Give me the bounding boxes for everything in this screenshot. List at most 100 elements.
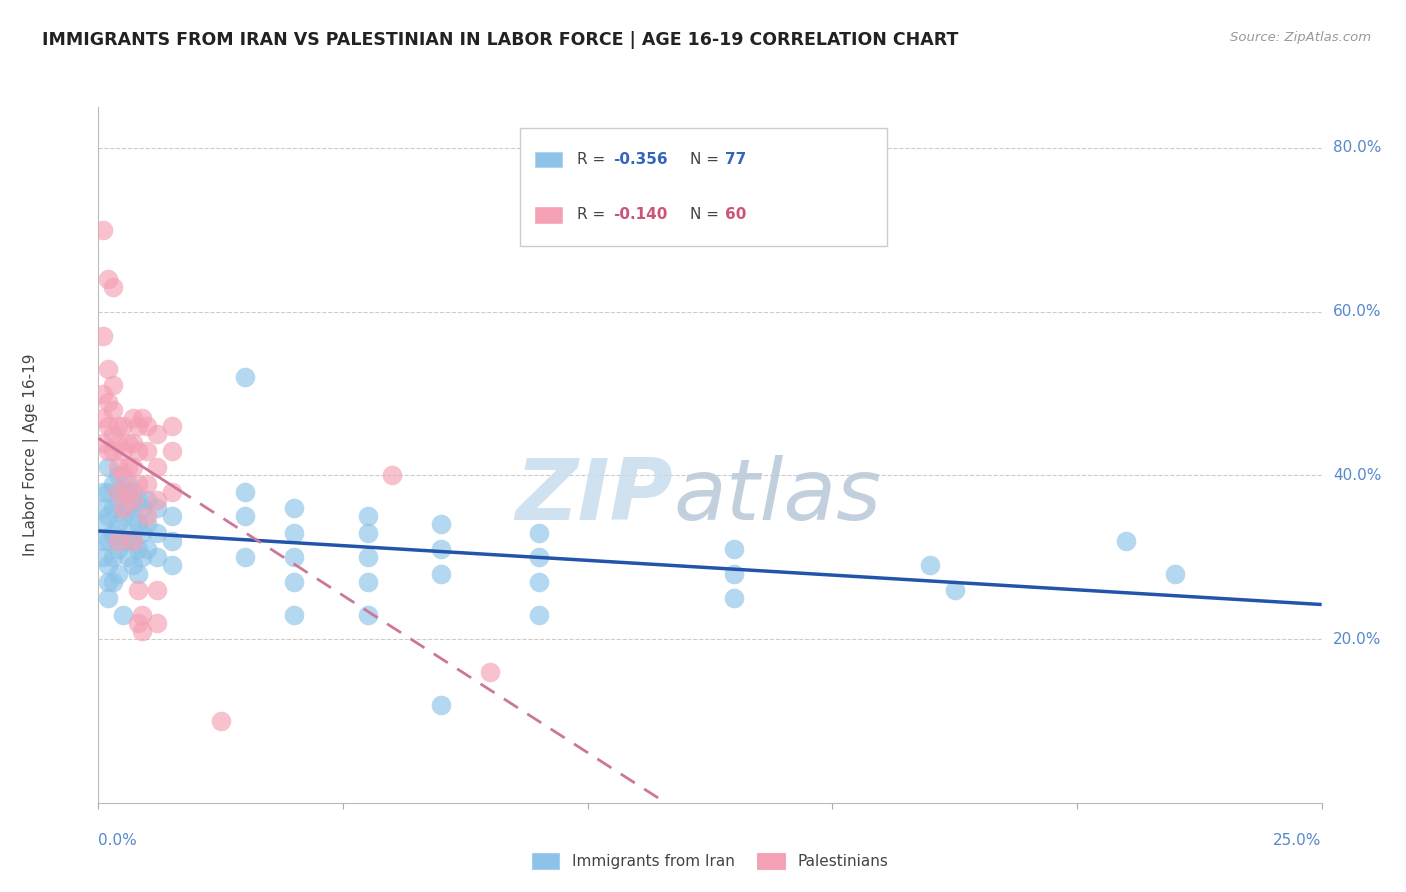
Point bbox=[430, 566, 453, 581]
Point bbox=[478, 665, 501, 679]
Point bbox=[91, 223, 114, 237]
Point bbox=[107, 517, 129, 532]
Point bbox=[127, 476, 149, 491]
Point bbox=[136, 492, 159, 507]
Point bbox=[121, 492, 143, 507]
Text: R =: R = bbox=[576, 207, 610, 222]
Point bbox=[121, 435, 143, 450]
Point bbox=[111, 501, 134, 516]
Point bbox=[527, 525, 550, 540]
FancyBboxPatch shape bbox=[520, 128, 887, 246]
Point bbox=[356, 550, 378, 565]
Point bbox=[91, 386, 114, 401]
Point bbox=[146, 492, 169, 507]
Point bbox=[91, 484, 114, 499]
Point bbox=[91, 533, 114, 548]
Point bbox=[356, 574, 378, 589]
Point bbox=[97, 394, 120, 409]
Text: 80.0%: 80.0% bbox=[1333, 140, 1381, 155]
Point bbox=[146, 525, 169, 540]
Text: 40.0%: 40.0% bbox=[1333, 468, 1381, 483]
Point bbox=[160, 419, 183, 434]
Point bbox=[107, 542, 129, 557]
Point bbox=[97, 362, 120, 376]
FancyBboxPatch shape bbox=[536, 207, 562, 222]
Point bbox=[111, 533, 134, 548]
Point bbox=[233, 370, 256, 384]
Point bbox=[117, 476, 139, 491]
Text: In Labor Force | Age 16-19: In Labor Force | Age 16-19 bbox=[22, 353, 39, 557]
Text: -0.356: -0.356 bbox=[613, 152, 668, 167]
Point bbox=[146, 501, 169, 516]
Point bbox=[160, 558, 183, 573]
Point bbox=[943, 582, 966, 597]
Point bbox=[146, 460, 169, 475]
Point bbox=[117, 501, 139, 516]
Point bbox=[101, 550, 124, 565]
Point bbox=[97, 460, 120, 475]
Legend: Immigrants from Iran, Palestinians: Immigrants from Iran, Palestinians bbox=[526, 847, 894, 875]
Point bbox=[91, 501, 114, 516]
Point bbox=[136, 443, 159, 458]
Point bbox=[111, 443, 134, 458]
Point bbox=[1115, 533, 1137, 548]
Point bbox=[121, 411, 143, 425]
Point bbox=[136, 509, 159, 524]
Text: 0.0%: 0.0% bbox=[98, 833, 138, 848]
Point bbox=[97, 533, 120, 548]
Point bbox=[117, 525, 139, 540]
Text: 25.0%: 25.0% bbox=[1274, 833, 1322, 848]
Point bbox=[131, 624, 153, 638]
Point bbox=[101, 501, 124, 516]
Text: N =: N = bbox=[690, 207, 724, 222]
Point bbox=[131, 550, 153, 565]
Point bbox=[91, 517, 114, 532]
Point bbox=[101, 403, 124, 417]
Text: 20.0%: 20.0% bbox=[1333, 632, 1381, 647]
Point bbox=[111, 468, 134, 483]
Point bbox=[127, 492, 149, 507]
Text: 60: 60 bbox=[724, 207, 747, 222]
Point bbox=[107, 484, 129, 499]
Point bbox=[97, 509, 120, 524]
Text: 77: 77 bbox=[724, 152, 747, 167]
Point bbox=[160, 443, 183, 458]
Text: ZIP: ZIP bbox=[516, 455, 673, 538]
Point bbox=[131, 607, 153, 622]
Point bbox=[97, 484, 120, 499]
Point bbox=[121, 484, 143, 499]
Point bbox=[111, 484, 134, 499]
Text: N =: N = bbox=[690, 152, 724, 167]
Point bbox=[527, 550, 550, 565]
Point bbox=[107, 566, 129, 581]
Point bbox=[723, 542, 745, 557]
Point bbox=[107, 533, 129, 548]
Point bbox=[160, 484, 183, 499]
Point bbox=[283, 607, 305, 622]
Point bbox=[117, 550, 139, 565]
Point bbox=[283, 525, 305, 540]
Point bbox=[430, 698, 453, 712]
Point bbox=[107, 460, 129, 475]
Point bbox=[107, 492, 129, 507]
Point bbox=[127, 542, 149, 557]
Point bbox=[127, 566, 149, 581]
Point bbox=[101, 280, 124, 294]
Point bbox=[91, 329, 114, 343]
Point bbox=[101, 525, 124, 540]
Point bbox=[101, 476, 124, 491]
Point bbox=[356, 607, 378, 622]
Text: -0.140: -0.140 bbox=[613, 207, 668, 222]
Point bbox=[111, 419, 134, 434]
Point bbox=[91, 435, 114, 450]
Point bbox=[111, 509, 134, 524]
Point bbox=[136, 517, 159, 532]
Point bbox=[430, 542, 453, 557]
Point bbox=[1164, 566, 1187, 581]
Point bbox=[209, 714, 232, 728]
Point bbox=[356, 509, 378, 524]
Text: 60.0%: 60.0% bbox=[1333, 304, 1381, 319]
Point bbox=[131, 501, 153, 516]
Point bbox=[117, 460, 139, 475]
Point bbox=[723, 566, 745, 581]
